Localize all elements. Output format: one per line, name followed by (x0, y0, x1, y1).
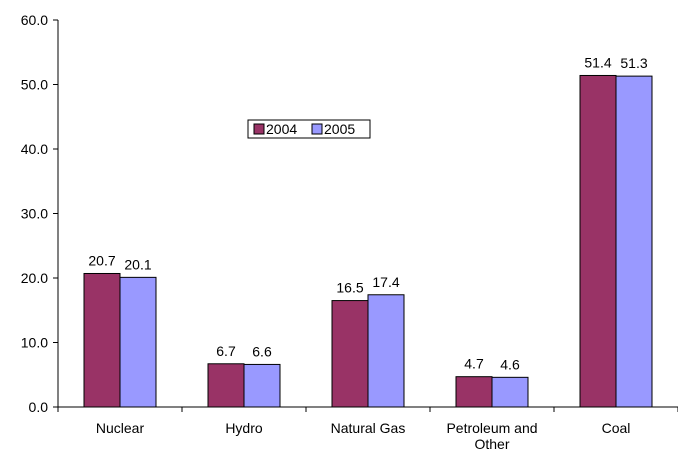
data-label: 6.7 (216, 343, 236, 359)
legend-box (247, 119, 371, 139)
bar (243, 363, 281, 408)
data-label: 4.7 (464, 356, 484, 372)
data-label: 51.3 (620, 55, 647, 71)
bar (367, 294, 405, 408)
data-label: 20.1 (124, 256, 151, 272)
y-tick-label: 30.0 (21, 206, 48, 222)
x-tick-label: Coal (601, 420, 631, 436)
y-tick-label: 20.0 (21, 270, 48, 286)
x-tick-label: Hydro (225, 420, 263, 436)
y-tick-label: 40.0 (21, 141, 48, 157)
y-tick-label: 50.0 (21, 77, 48, 93)
bar (331, 300, 369, 408)
data-label: 17.4 (372, 274, 399, 290)
bar (83, 272, 121, 408)
y-tick-label: 0.0 (29, 399, 49, 415)
data-label: 16.5 (336, 280, 363, 296)
data-label: 51.4 (584, 54, 611, 70)
data-label: 20.7 (88, 252, 115, 268)
legend-label: 2005 (324, 121, 355, 137)
y-tick-label: 10.0 (21, 335, 48, 351)
x-tick-label: Natural Gas (330, 420, 406, 436)
data-label: 6.6 (252, 343, 272, 359)
bar (119, 276, 157, 408)
legend-label: 2004 (266, 121, 297, 137)
bar (455, 376, 493, 408)
x-tick-label: Nuclear (95, 420, 145, 436)
bar (615, 75, 653, 408)
bar (207, 363, 245, 408)
bar (579, 74, 617, 408)
data-label: 4.6 (500, 356, 520, 372)
legend-swatch (311, 123, 323, 135)
bar (491, 376, 529, 408)
x-tick-label: Petroleum and Other (446, 420, 538, 452)
y-tick-label: 60.0 (21, 12, 48, 28)
legend-swatch (253, 123, 265, 135)
